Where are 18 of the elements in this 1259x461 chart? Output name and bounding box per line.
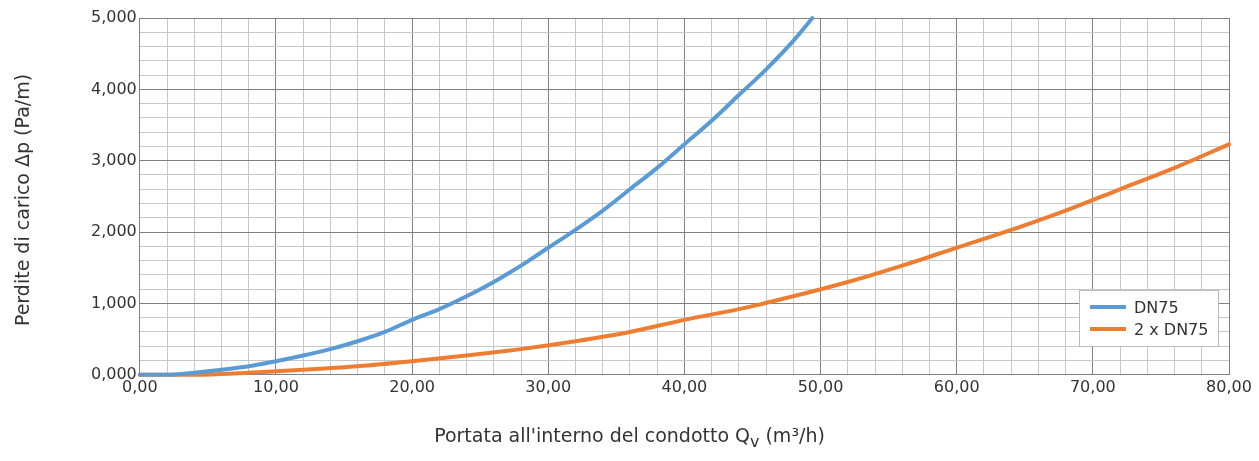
x-tick-label: 80,00: [1206, 376, 1252, 396]
x-tick-label: 30,00: [525, 376, 572, 396]
x-tick-label: 70,00: [1069, 376, 1116, 396]
x-tick-label: 60,00: [933, 376, 980, 396]
x-axis-title: Portata all'interno del condotto Q$_{v}$ (m³/h): [433, 424, 826, 451]
x-tick-label: 10,00: [253, 376, 299, 396]
y-tick-label: 4,000: [90, 78, 137, 98]
legend-label: 2 x DN75: [1134, 319, 1209, 339]
y-axis-title: Perdite di carico Δp (Pa/m): [11, 73, 33, 327]
x-tick-label: 50,00: [797, 376, 844, 396]
y-tick-label: 5,000: [90, 7, 137, 27]
y-tick-label: 1,000: [90, 292, 137, 312]
x-tick-label: 20,00: [389, 376, 436, 396]
legend-label: DN75: [1134, 297, 1179, 317]
y-tick-label: 3,000: [90, 149, 137, 169]
x-tick-label: 40,00: [661, 376, 708, 396]
line-series: [137, 16, 815, 377]
y-tick-label: 2,000: [90, 221, 137, 241]
